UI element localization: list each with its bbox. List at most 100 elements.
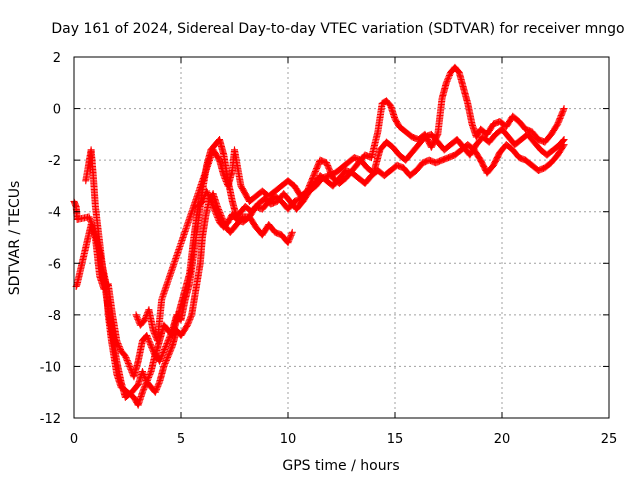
- data-point: [140, 385, 148, 393]
- data-point: [160, 361, 168, 369]
- data-point: [203, 187, 211, 195]
- data-point: [286, 234, 294, 242]
- data-point: [86, 216, 94, 224]
- plot-frame: [73, 56, 610, 419]
- data-point: [209, 202, 217, 210]
- data-point: [145, 337, 153, 345]
- data-point: [122, 354, 130, 362]
- data-point: [186, 314, 194, 322]
- data-point: [159, 350, 167, 358]
- data-point: [159, 348, 167, 356]
- data-point: [214, 214, 222, 222]
- data-point: [443, 77, 451, 85]
- data-point: [162, 358, 170, 366]
- data-point: [164, 352, 172, 360]
- data-point: [153, 385, 161, 393]
- data-point: [156, 357, 164, 365]
- data-point: [559, 142, 567, 150]
- data-point: [444, 76, 452, 84]
- data-point: [287, 231, 295, 239]
- y-tick-label: -4: [48, 206, 61, 221]
- data-point: [166, 348, 174, 356]
- data-point: [139, 369, 147, 377]
- x-tick-label: 20: [494, 432, 511, 447]
- data-point: [124, 359, 132, 367]
- data-point: [150, 328, 158, 336]
- y-axis-label: SDTVAR / TECUs: [7, 181, 23, 296]
- data-point: [559, 106, 567, 114]
- data-point: [123, 357, 131, 365]
- data-point: [146, 339, 154, 347]
- data-point: [160, 362, 168, 370]
- data-point: [165, 335, 173, 343]
- y-tick-label: -2: [48, 154, 61, 169]
- data-point: [185, 318, 193, 326]
- x-tick-label: 25: [601, 432, 618, 447]
- data-point: [205, 192, 213, 200]
- data-point: [285, 236, 293, 244]
- data-point: [210, 205, 218, 213]
- data-point: [113, 338, 121, 346]
- data-point: [207, 197, 215, 205]
- data-point: [138, 388, 146, 396]
- data-point: [157, 353, 165, 361]
- y-tick-label: -8: [48, 309, 61, 324]
- x-tick-label: 0: [70, 432, 78, 447]
- data-point: [165, 351, 173, 359]
- data-point: [161, 359, 169, 367]
- data-point: [123, 355, 131, 363]
- data-point: [204, 190, 212, 198]
- data-point: [150, 329, 158, 337]
- data-point: [198, 197, 206, 205]
- data-point: [113, 337, 121, 345]
- data-point: [206, 196, 214, 204]
- series-track-d: [132, 63, 568, 345]
- data-point: [149, 326, 157, 334]
- x-tick-label: 5: [177, 432, 185, 447]
- series-track-c: [72, 141, 568, 381]
- data-point: [126, 362, 134, 370]
- data-point: [143, 333, 151, 341]
- data-point: [144, 375, 152, 383]
- data-point: [145, 372, 153, 380]
- data-point: [116, 344, 124, 352]
- data-point: [211, 206, 219, 214]
- chart-title: Day 161 of 2024, Sidereal Day-to-day VTE…: [51, 21, 624, 37]
- data-point: [151, 388, 159, 396]
- data-point: [213, 212, 221, 220]
- data-point: [160, 345, 168, 353]
- data-point: [146, 340, 154, 348]
- data-point: [206, 194, 214, 202]
- data-point: [147, 342, 155, 350]
- data-point: [167, 346, 175, 354]
- data-point: [153, 384, 161, 392]
- data-point: [164, 338, 172, 346]
- data-point: [115, 343, 123, 351]
- data-point: [288, 228, 296, 236]
- data-point: [199, 196, 207, 204]
- data-point: [124, 358, 132, 366]
- x-axis-label: GPS time / hours: [282, 458, 399, 474]
- data-point: [86, 214, 94, 222]
- data-point: [560, 141, 568, 149]
- data-point: [220, 172, 228, 180]
- data-point: [208, 199, 216, 207]
- data-point: [85, 213, 93, 221]
- data-point: [133, 314, 141, 322]
- data-points: [70, 63, 568, 409]
- y-tick-label: 0: [53, 103, 61, 118]
- data-point: [205, 193, 213, 201]
- data-point: [560, 105, 568, 113]
- data-point: [154, 381, 162, 389]
- data-point: [138, 368, 146, 376]
- data-point: [162, 357, 170, 365]
- data-point: [164, 354, 172, 362]
- data-point: [143, 376, 151, 384]
- data-point: [139, 387, 147, 395]
- data-point: [165, 349, 173, 357]
- data-point: [184, 320, 192, 328]
- data-point: [220, 173, 228, 181]
- data-point: [162, 343, 170, 351]
- data-point: [208, 200, 216, 208]
